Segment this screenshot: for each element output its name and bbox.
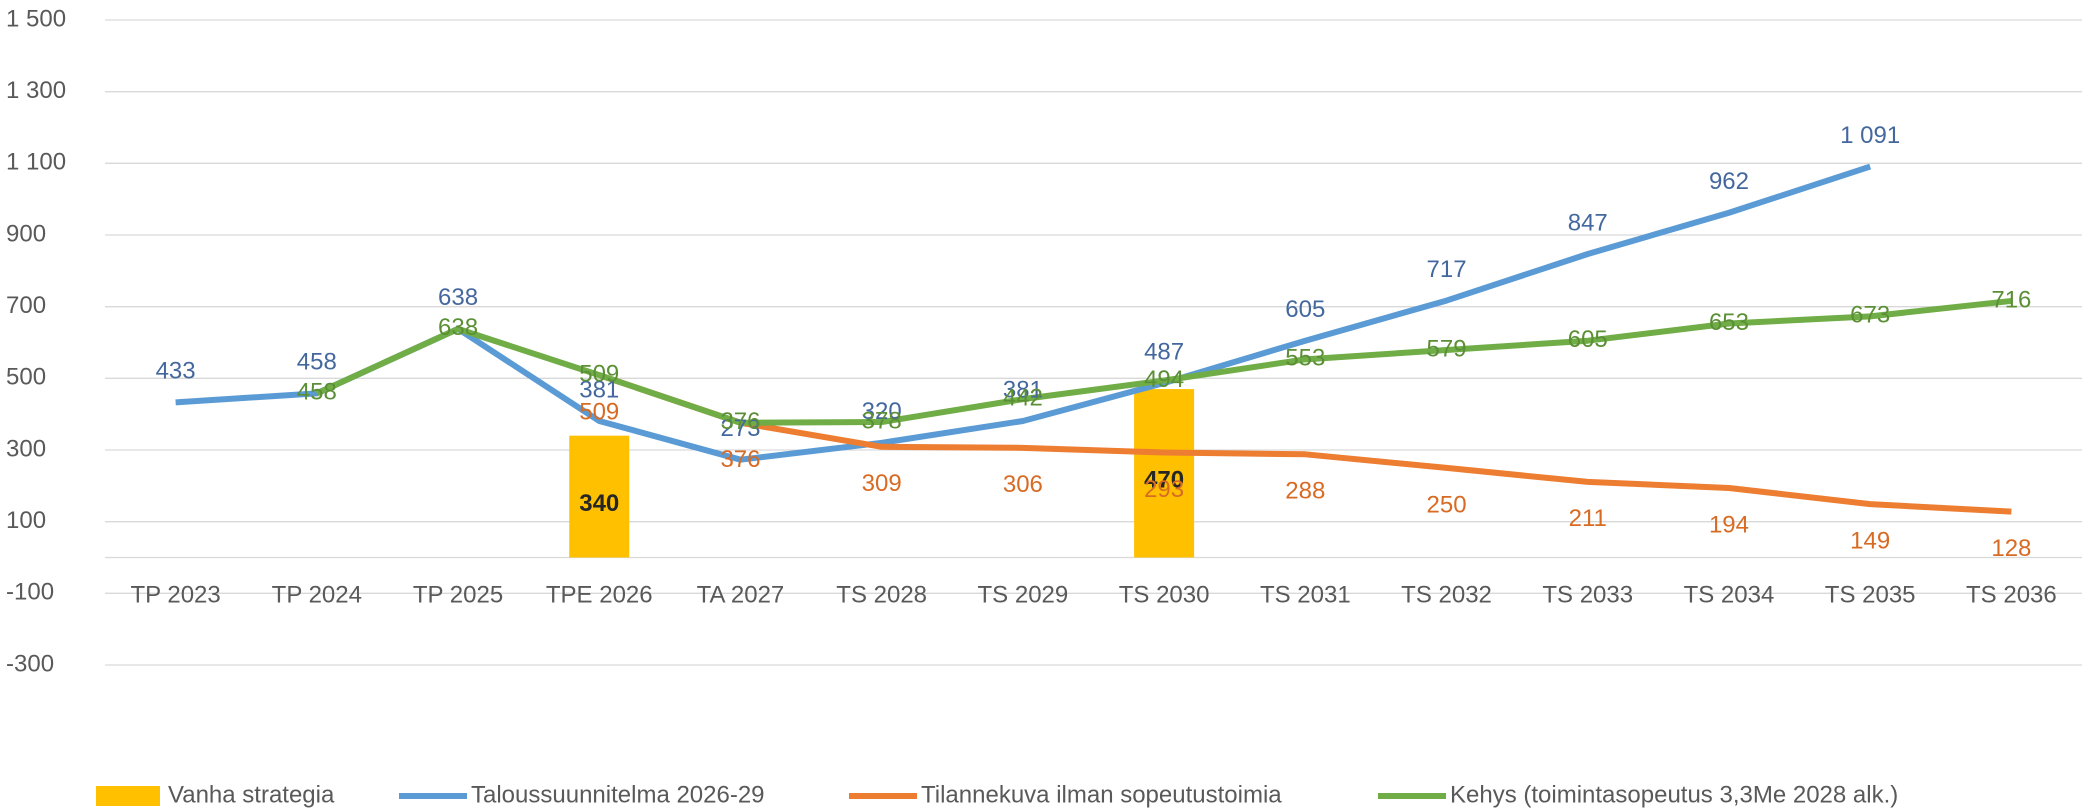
data-label: 579 xyxy=(1427,335,1467,362)
x-tick-label: TA 2027 xyxy=(697,582,785,609)
x-tick-label: TS 2035 xyxy=(1825,582,1916,609)
legend-swatch xyxy=(96,786,160,806)
bar xyxy=(569,435,630,558)
x-tick-label: TS 2032 xyxy=(1401,582,1492,609)
data-label: 1 091 xyxy=(1840,122,1900,149)
x-tick-label: TP 2025 xyxy=(413,582,503,609)
data-label: 458 xyxy=(297,349,337,376)
data-label: 273 xyxy=(720,415,760,442)
data-label: 381 xyxy=(1003,376,1043,403)
line xyxy=(598,372,2012,515)
data-label: 509 xyxy=(579,360,619,387)
data-label: 378 xyxy=(862,407,902,434)
data-label: 458 xyxy=(297,379,337,406)
data-label: 494 xyxy=(1144,366,1184,393)
x-tick-label: TP 2024 xyxy=(272,582,362,609)
y-tick-label: 100 xyxy=(6,507,46,534)
bar-value-label: 340 xyxy=(579,490,619,517)
data-label: 638 xyxy=(438,314,478,341)
x-tick-label: TS 2033 xyxy=(1542,582,1633,609)
y-tick-label: 700 xyxy=(6,292,46,319)
data-label: 717 xyxy=(1427,256,1467,283)
data-label: 716 xyxy=(1991,286,2031,313)
data-label: 638 xyxy=(438,284,478,311)
x-tick-label: TS 2029 xyxy=(978,582,1069,609)
data-label: 653 xyxy=(1709,309,1749,336)
data-label: 376 xyxy=(720,408,760,435)
data-label: 288 xyxy=(1285,478,1325,505)
x-tick-label: TS 2030 xyxy=(1119,582,1210,609)
y-tick-label: 900 xyxy=(6,220,46,247)
data-label: 487 xyxy=(1144,338,1184,365)
data-label: 306 xyxy=(1003,471,1043,498)
data-label: 149 xyxy=(1850,527,1890,554)
data-label: 509 xyxy=(579,398,619,425)
data-label: 320 xyxy=(862,398,902,425)
legend-label: Vanha strategia xyxy=(168,781,335,808)
y-tick-label: 1 500 xyxy=(6,5,66,32)
data-label: 553 xyxy=(1285,345,1325,372)
x-tick-label: TP 2023 xyxy=(130,582,220,609)
bar xyxy=(1134,389,1195,558)
data-label: 381 xyxy=(579,376,619,403)
data-label: 433 xyxy=(156,358,196,385)
y-tick-label: 300 xyxy=(6,435,46,462)
x-tick-label: TS 2036 xyxy=(1966,582,2057,609)
data-label: 847 xyxy=(1568,209,1608,236)
data-label: 250 xyxy=(1427,491,1467,518)
data-label: 673 xyxy=(1850,302,1890,329)
data-label: 605 xyxy=(1568,326,1608,353)
legend-label: Taloussuunnitelma 2026-29 xyxy=(471,781,765,808)
legend-label: Kehys (toimintasopeutus 3,3Me 2028 alk.) xyxy=(1450,781,1898,808)
x-tick-label: TS 2028 xyxy=(836,582,927,609)
x-tick-label: TPE 2026 xyxy=(546,582,653,609)
data-label: 128 xyxy=(1991,535,2031,562)
legend-label: Tilannekuva ilman sopeutustoimia xyxy=(921,781,1282,808)
x-tick-label: TS 2031 xyxy=(1260,582,1351,609)
y-tick-label: -300 xyxy=(6,650,54,677)
data-label: 194 xyxy=(1709,511,1749,538)
y-tick-label: -100 xyxy=(6,579,54,606)
data-label: 211 xyxy=(1569,505,1607,532)
y-tick-label: 1 100 xyxy=(6,149,66,176)
data-label: 442 xyxy=(1003,384,1043,411)
x-tick-label: TS 2034 xyxy=(1684,582,1775,609)
y-tick-label: 1 300 xyxy=(6,77,66,104)
data-label: 293 xyxy=(1144,476,1184,503)
data-label: 605 xyxy=(1285,296,1325,323)
y-tick-label: 500 xyxy=(6,364,46,391)
line xyxy=(175,163,1872,463)
data-label: 376 xyxy=(720,446,760,473)
line xyxy=(315,297,2012,426)
data-label: 962 xyxy=(1709,168,1749,195)
data-label: 309 xyxy=(862,470,902,497)
bar-value-label: 470 xyxy=(1144,467,1184,494)
